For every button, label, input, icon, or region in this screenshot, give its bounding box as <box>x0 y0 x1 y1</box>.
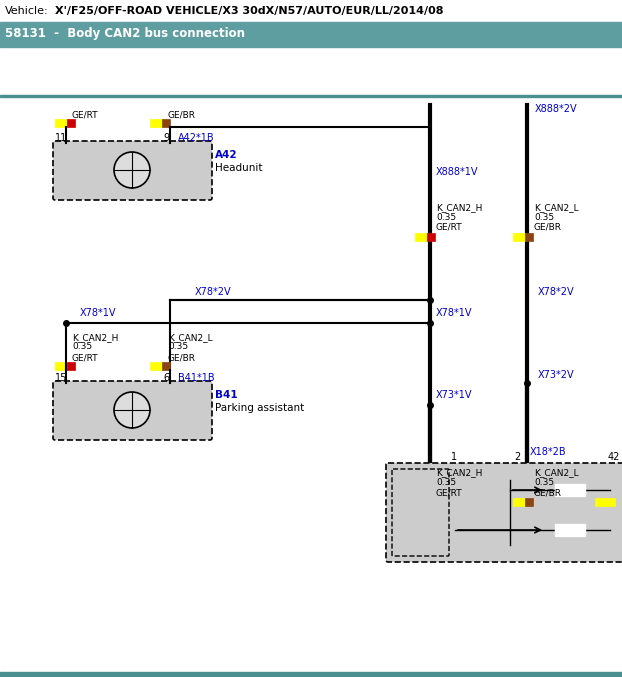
Bar <box>0 44 622 47</box>
Bar <box>162 362 170 370</box>
Text: A42: A42 <box>215 150 238 160</box>
Text: 2: 2 <box>514 452 520 462</box>
Text: 0.35: 0.35 <box>436 478 456 487</box>
Circle shape <box>114 152 150 188</box>
Text: X888*1V: X888*1V <box>436 167 478 177</box>
Bar <box>55 119 67 127</box>
Bar <box>67 362 75 370</box>
Text: 42: 42 <box>608 452 620 462</box>
Text: X78*1V: X78*1V <box>436 308 473 318</box>
Text: X18*2B: X18*2B <box>530 447 567 457</box>
Text: A42*1B: A42*1B <box>178 133 215 143</box>
Text: X78*2V: X78*2V <box>538 287 575 297</box>
Text: GE/BR: GE/BR <box>168 353 196 362</box>
Bar <box>595 498 615 506</box>
Text: GE/RT: GE/RT <box>436 488 463 497</box>
Text: K_CAN2_H: K_CAN2_H <box>436 203 483 212</box>
Text: GE/RT: GE/RT <box>72 353 99 362</box>
Text: 0.35: 0.35 <box>534 213 554 222</box>
Bar <box>162 119 170 127</box>
FancyBboxPatch shape <box>53 141 212 200</box>
Bar <box>555 484 585 496</box>
FancyBboxPatch shape <box>386 463 622 562</box>
Text: X73*1V: X73*1V <box>436 390 473 400</box>
Text: K_CAN2_L: K_CAN2_L <box>534 468 578 477</box>
Text: X888*2V: X888*2V <box>535 104 578 114</box>
Bar <box>0 0 622 22</box>
Text: GE/BR: GE/BR <box>534 488 562 497</box>
Text: 58131  -  Body CAN2 bus connection: 58131 - Body CAN2 bus connection <box>5 26 245 39</box>
Text: 0.35: 0.35 <box>72 342 92 351</box>
Bar <box>513 498 525 506</box>
Bar <box>67 119 75 127</box>
Text: 15: 15 <box>55 373 67 383</box>
Text: B41*1B: B41*1B <box>178 373 215 383</box>
Text: K_CAN2_L: K_CAN2_L <box>168 333 213 342</box>
Bar <box>427 498 435 506</box>
FancyBboxPatch shape <box>392 469 449 556</box>
Text: X73*2V: X73*2V <box>538 370 575 380</box>
FancyBboxPatch shape <box>53 381 212 440</box>
Text: 9: 9 <box>163 133 169 143</box>
Bar <box>555 524 585 536</box>
Bar <box>150 119 162 127</box>
Bar <box>415 233 427 241</box>
Bar <box>525 233 533 241</box>
Text: GE/BR: GE/BR <box>168 110 196 120</box>
Text: 6: 6 <box>163 373 169 383</box>
Text: 0.35: 0.35 <box>168 342 188 351</box>
Text: X78*1V: X78*1V <box>80 308 116 318</box>
Text: Vehicle:: Vehicle: <box>5 6 49 16</box>
Bar <box>0 672 622 677</box>
Text: 0.35: 0.35 <box>534 478 554 487</box>
Bar <box>513 233 525 241</box>
Text: X78*2V: X78*2V <box>195 287 231 297</box>
Text: K_CAN2_L: K_CAN2_L <box>534 203 578 212</box>
Text: K_CAN2_H: K_CAN2_H <box>72 333 118 342</box>
Text: X'/F25/OFF-ROAD VEHICLE/X3 30dX/N57/AUTO/EUR/LL/2014/08: X'/F25/OFF-ROAD VEHICLE/X3 30dX/N57/AUTO… <box>55 6 443 16</box>
Text: 0.35: 0.35 <box>436 213 456 222</box>
Text: Parking assistant: Parking assistant <box>215 403 304 413</box>
Circle shape <box>114 392 150 428</box>
Bar <box>150 362 162 370</box>
Text: Headunit: Headunit <box>215 163 262 173</box>
Text: GE/RT: GE/RT <box>72 110 99 120</box>
Text: GE/RT: GE/RT <box>436 223 463 232</box>
Text: K_CAN2_H: K_CAN2_H <box>436 468 483 477</box>
Bar <box>415 498 427 506</box>
Bar <box>525 498 533 506</box>
Bar <box>427 233 435 241</box>
Bar <box>55 362 67 370</box>
Text: 11: 11 <box>55 133 67 143</box>
Text: GE/BR: GE/BR <box>534 223 562 232</box>
Text: B41: B41 <box>215 390 238 400</box>
Text: 1: 1 <box>451 452 457 462</box>
Bar <box>0 22 622 44</box>
Bar <box>0 95 622 97</box>
